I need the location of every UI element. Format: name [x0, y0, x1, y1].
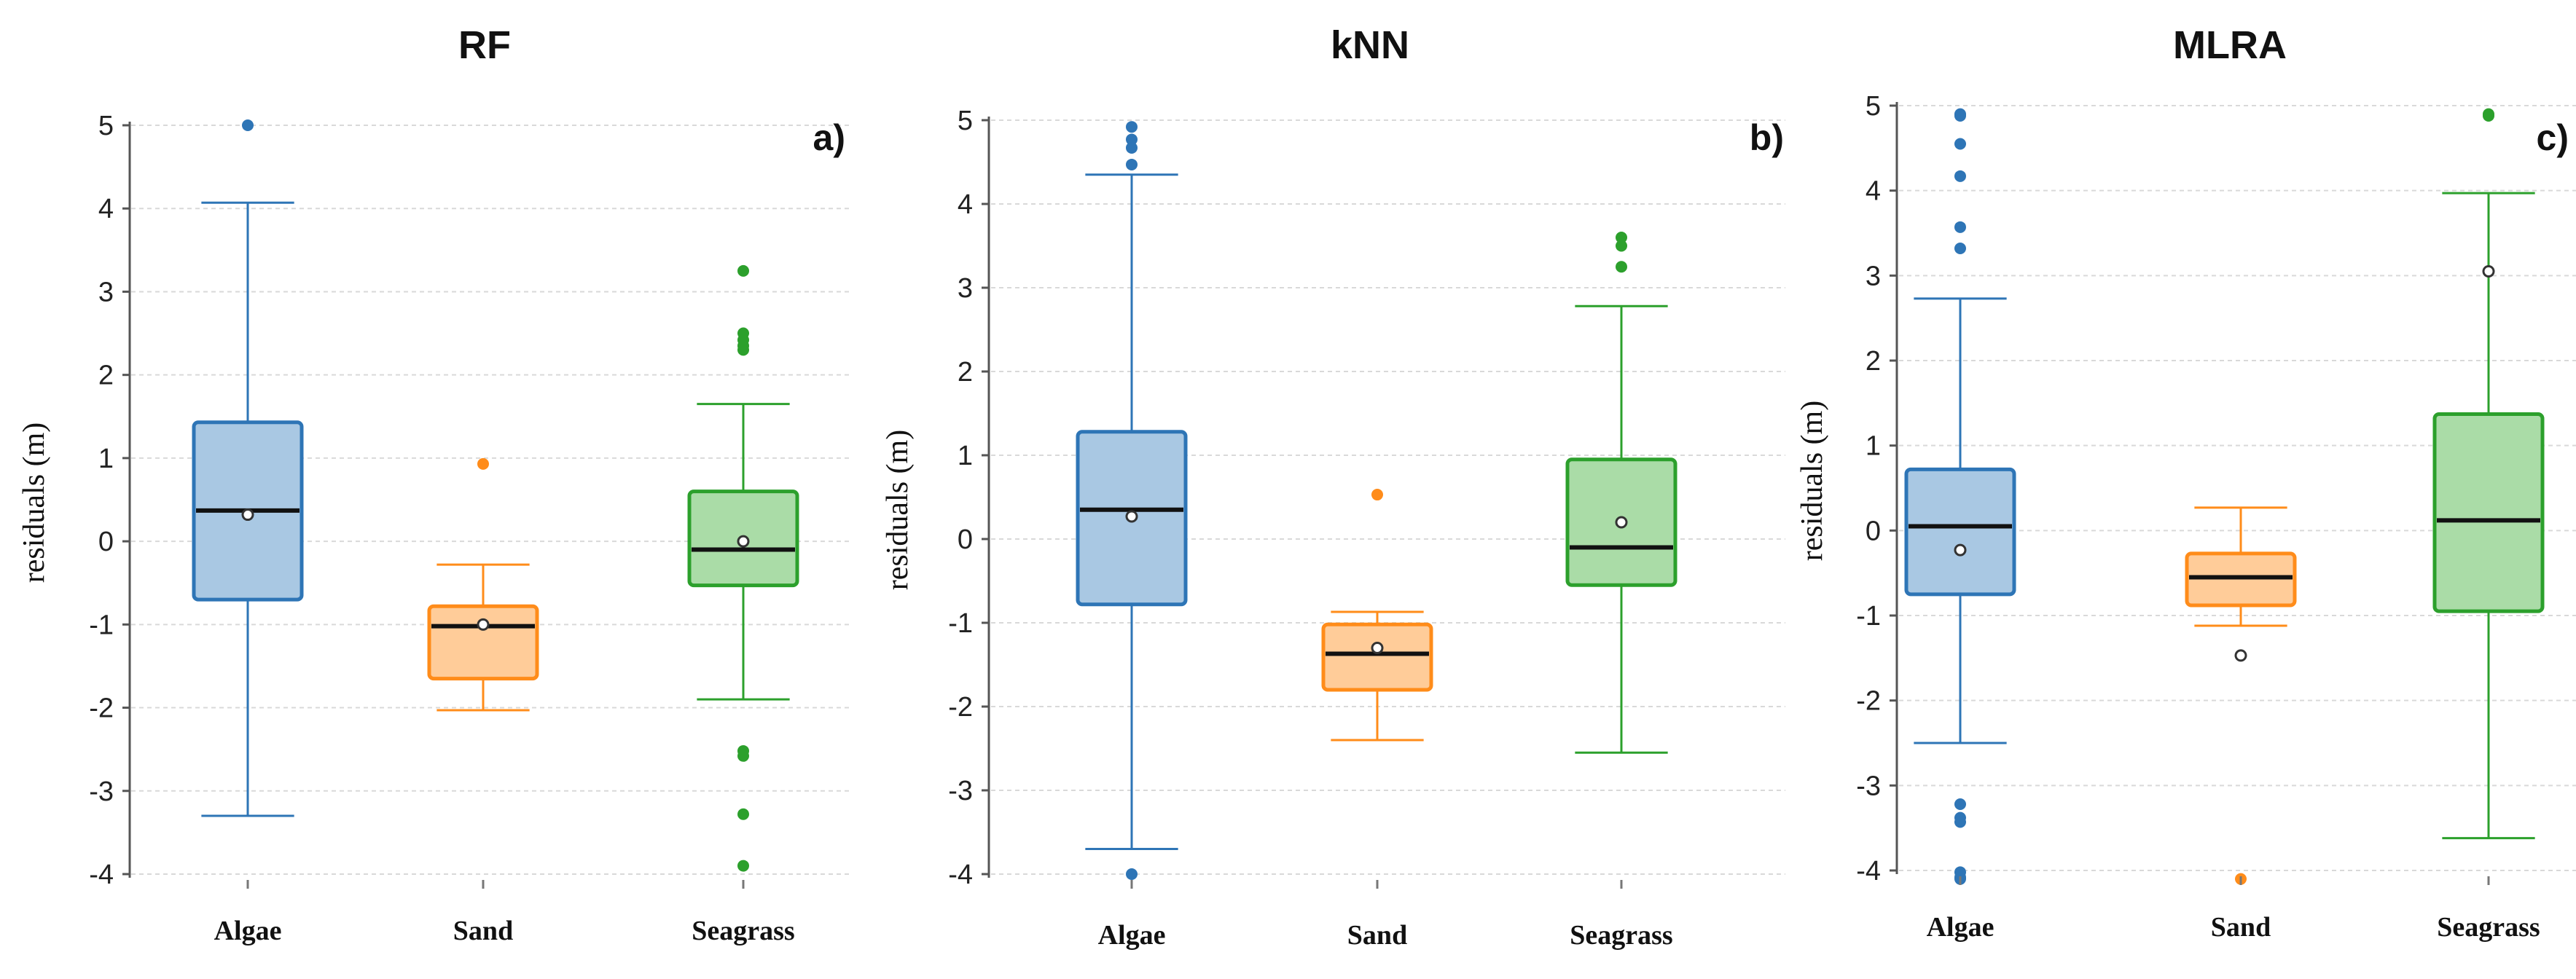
- y-axis-label: residuals (m): [17, 422, 51, 583]
- box-seagrass: Seagrass: [1565, 232, 1677, 951]
- x-tick-label: Algae: [214, 916, 282, 946]
- outlier-point: [1954, 243, 1966, 254]
- mean-marker: [1371, 642, 1384, 654]
- outlier-point: [1954, 221, 1966, 233]
- chart-title: MLRA: [2173, 23, 2287, 67]
- y-tick-label: 5: [98, 111, 114, 141]
- panel-mlra: MLRA 5 4 3 2 1 0 -1 -2 -3 -4 residuals (m) c) Algae Sa…: [1796, 23, 2576, 943]
- outlier-point: [477, 457, 489, 470]
- outlier-point: [1616, 232, 1627, 243]
- panel-label: b): [1750, 117, 1784, 158]
- iqr-box: [2432, 412, 2545, 613]
- panel-label: c): [2537, 117, 2569, 158]
- mean-marker: [1954, 543, 1967, 557]
- outlier-point: [1126, 121, 1138, 133]
- outlier-point: [1126, 158, 1138, 170]
- outlier-point: [1126, 133, 1138, 146]
- box-sand: Sand: [427, 457, 539, 946]
- outlier-point: [1954, 816, 1966, 828]
- y-tick-label: 5: [958, 106, 973, 136]
- y-tick-label: 5: [1866, 91, 1881, 122]
- y-tick-label: -3: [1856, 771, 1881, 801]
- y-tick-label: -4: [948, 860, 973, 890]
- y-tick-label: 4: [98, 194, 114, 224]
- outlier-point: [1126, 868, 1138, 880]
- y-tick-label: 2: [98, 361, 114, 391]
- y-tick-label: -2: [948, 692, 973, 723]
- y-tick-label: 2: [1866, 346, 1881, 377]
- mean-marker: [477, 618, 490, 631]
- y-axis-label: residuals (m): [881, 430, 915, 590]
- iqr-box: [1321, 622, 1433, 692]
- iqr-box: [427, 604, 539, 681]
- y-tick-label: -4: [1856, 856, 1881, 886]
- outlier-point: [737, 344, 749, 356]
- x-tick-label: Seagrass: [1570, 920, 1672, 951]
- outlier-point: [737, 808, 749, 820]
- outlier-point: [737, 750, 749, 762]
- y-tick-label: 4: [958, 189, 973, 220]
- y-tick-label: -1: [89, 610, 114, 640]
- x-tick-label: Algae: [1927, 912, 1994, 943]
- outlier-point: [1954, 798, 1966, 810]
- box-seagrass: Seagrass: [687, 264, 799, 946]
- outlier-point: [1954, 138, 1966, 150]
- mean-marker: [241, 508, 254, 522]
- outlier-point: [737, 860, 749, 872]
- y-tick-label: 3: [98, 277, 114, 307]
- y-tick-label: 0: [958, 524, 973, 555]
- y-tick-label: 3: [1866, 261, 1881, 291]
- mean-marker: [2482, 265, 2495, 278]
- box-sand: Sand: [2185, 506, 2297, 943]
- box-seagrass: Seagrass: [2432, 108, 2545, 943]
- outlier-point: [1371, 489, 1383, 501]
- box-sand: Sand: [1321, 489, 1433, 951]
- x-tick-label: Seagrass: [2437, 912, 2540, 943]
- y-tick-label: 1: [958, 441, 973, 471]
- box-algae: Algae: [1904, 108, 2016, 943]
- outlier-point: [1126, 141, 1138, 154]
- y-tick-label: -2: [1856, 686, 1881, 717]
- x-tick-label: Sand: [2211, 912, 2271, 943]
- x-tick-label: Seagrass: [692, 916, 794, 946]
- y-tick-label: -2: [89, 693, 114, 724]
- y-tick-label: -1: [1856, 601, 1881, 632]
- outlier-point: [1954, 170, 1966, 182]
- box-algae: Algae: [192, 119, 304, 946]
- x-tick-label: Sand: [453, 916, 513, 946]
- y-tick-label: 0: [1866, 516, 1881, 546]
- outlier-point: [1616, 240, 1627, 252]
- outlier-point: [2483, 110, 2494, 122]
- y-tick-label: -1: [948, 608, 973, 639]
- panel-label: a): [813, 117, 845, 158]
- mean-marker: [737, 535, 750, 548]
- x-tick-label: Algae: [1098, 920, 1166, 951]
- outlier-point: [1616, 261, 1627, 273]
- y-tick-label: 1: [1866, 431, 1881, 462]
- y-axis-label: residuals (m): [1796, 401, 1829, 561]
- y-tick-label: -3: [948, 776, 973, 806]
- y-tick-label: 3: [958, 273, 973, 304]
- box-algae: Algae: [1076, 121, 1188, 951]
- panel-rf: RF 5 4 3 2 1 0 -1 -2 -3 -4 residuals (m) a) Algae Sand…: [17, 23, 849, 946]
- mean-marker: [1615, 516, 1628, 529]
- chart-title: RF: [458, 23, 511, 67]
- y-tick-label: -3: [89, 776, 114, 807]
- outlier-point: [737, 264, 749, 277]
- outlier-point: [242, 119, 254, 131]
- mean-marker: [1125, 510, 1138, 523]
- chart-title: kNN: [1331, 23, 1409, 67]
- y-tick-label: 2: [958, 357, 973, 388]
- y-tick-label: 4: [1866, 176, 1881, 207]
- mean-marker: [2234, 649, 2247, 662]
- iqr-box: [1904, 467, 2016, 597]
- y-tick-label: 1: [98, 444, 114, 474]
- panel-knn: kNN 5 4 3 2 1 0 -1 -2 -3 -4 residuals (m) b) Algae San…: [881, 23, 1785, 951]
- x-tick-label: Sand: [1347, 920, 1407, 951]
- y-tick-label: -4: [89, 860, 114, 890]
- y-tick-label: 0: [98, 527, 114, 557]
- outlier-point: [1954, 110, 1966, 122]
